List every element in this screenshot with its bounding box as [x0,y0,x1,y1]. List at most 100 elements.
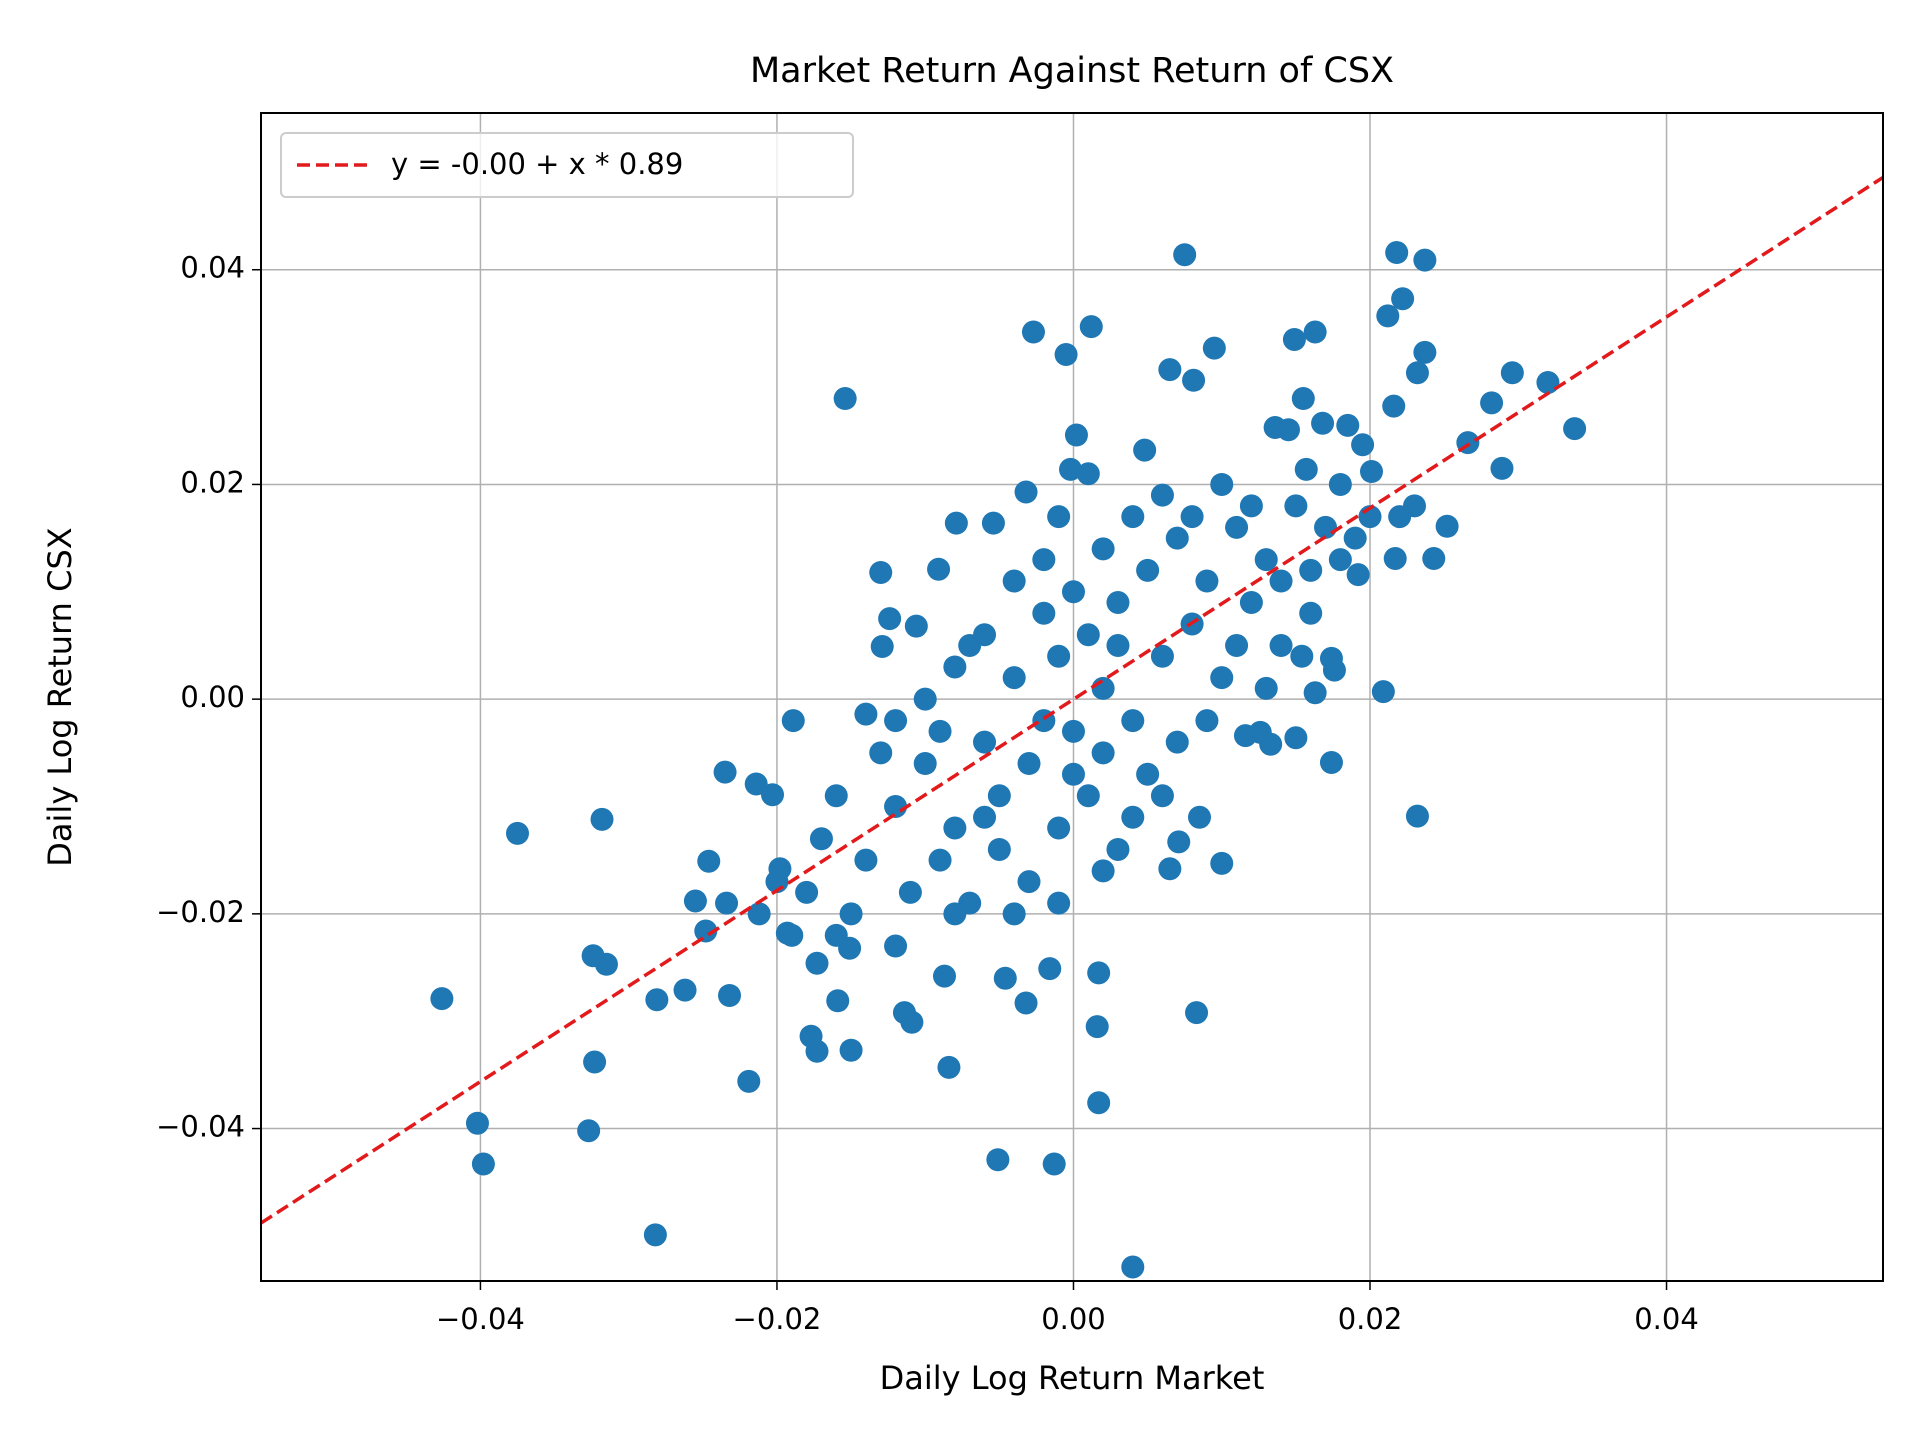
point [1319,750,1343,774]
point [1087,1091,1111,1115]
point [1014,991,1038,1015]
fit-line [261,175,1883,1225]
point [1017,752,1041,776]
x-axis-label: Daily Log Return Market [880,1359,1265,1397]
plot-area [261,175,1883,1279]
point [1248,720,1272,744]
point [1042,1152,1066,1176]
point [1210,472,1234,496]
point [1121,709,1145,733]
point [1276,418,1300,442]
point [1091,537,1115,561]
point [870,635,894,659]
point [1346,563,1370,587]
point [981,511,1005,535]
point [1061,580,1085,604]
point [824,923,848,947]
point [1085,1015,1109,1039]
point [943,816,967,840]
point [590,807,614,831]
y-axis-label: Daily Log Return CSX [41,527,79,866]
point [1202,336,1226,360]
point [577,1119,601,1143]
point [943,655,967,679]
point [913,687,937,711]
point [1064,423,1088,447]
point [1500,361,1524,385]
point [1536,370,1560,394]
point [928,719,952,743]
point [1299,558,1323,582]
point [1480,391,1504,415]
x-tick-label: 0.00 [1041,1302,1106,1336]
point [884,709,908,733]
point [943,902,967,926]
point [973,805,997,829]
point [1150,483,1174,507]
point [1269,633,1293,657]
point [694,919,718,943]
point [809,827,833,851]
point [932,964,956,988]
point [1121,1255,1145,1279]
point [1422,547,1446,571]
point [1185,1001,1209,1025]
point [826,989,850,1013]
point [1405,361,1429,385]
point [718,983,742,1007]
point [581,944,605,968]
point [1269,569,1293,593]
y-tick-label: −0.04 [156,1110,245,1144]
y-tick-label: 0.00 [180,680,245,714]
plot-frame [260,112,1884,1282]
point [878,607,902,631]
point [744,772,768,796]
x-tick-label: −0.02 [733,1302,822,1336]
point [465,1111,489,1135]
point [1371,680,1395,704]
point [1413,248,1437,272]
legend: y = -0.00 + x * 0.89 [280,132,854,198]
point [839,1038,863,1062]
point [1032,601,1056,625]
point [1563,417,1587,441]
point [1150,784,1174,808]
point [1294,457,1318,481]
point [927,557,951,581]
point [1002,902,1026,926]
point [1136,762,1160,786]
point [795,880,819,904]
point [1391,287,1415,311]
point [1032,548,1056,572]
point [781,709,805,733]
point [1121,805,1145,829]
point [1059,457,1083,481]
point [1359,460,1383,484]
point [1282,328,1306,352]
point [854,702,878,726]
point [1299,601,1323,625]
point [673,978,697,1002]
point [1413,340,1437,364]
point [1182,368,1206,392]
point [1017,870,1041,894]
point [1383,547,1407,571]
point [1054,343,1078,367]
point [1303,681,1327,705]
chart-title: Market Return Against Return of CSX [750,51,1394,91]
point [1225,515,1249,539]
point [1402,494,1426,518]
point [761,783,785,807]
point [839,902,863,926]
point [805,951,829,975]
point [430,987,454,1011]
point [1239,591,1263,615]
point [1180,505,1204,529]
point [1087,961,1111,985]
point [1047,891,1071,915]
point [1106,837,1130,861]
point [1290,644,1314,668]
point [643,1223,667,1247]
point [1158,358,1182,382]
